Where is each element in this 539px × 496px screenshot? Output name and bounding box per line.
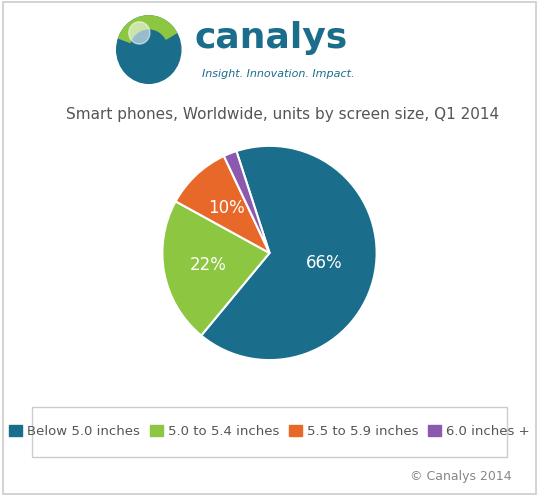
Circle shape <box>117 16 181 83</box>
Circle shape <box>129 22 150 44</box>
Text: © Canalys 2014: © Canalys 2014 <box>410 470 512 483</box>
Wedge shape <box>119 16 177 43</box>
Text: 66%: 66% <box>306 254 343 272</box>
Legend: Below 5.0 inches, 5.0 to 5.4 inches, 5.5 to 5.9 inches, 6.0 inches +: Below 5.0 inches, 5.0 to 5.4 inches, 5.5… <box>6 423 533 440</box>
Text: 22%: 22% <box>190 255 227 274</box>
Wedge shape <box>176 156 270 253</box>
Wedge shape <box>224 151 270 253</box>
Text: canalys: canalys <box>194 21 347 55</box>
Text: Insight. Innovation. Impact.: Insight. Innovation. Impact. <box>202 69 354 79</box>
Wedge shape <box>162 201 270 335</box>
Wedge shape <box>201 146 377 360</box>
Text: 10%: 10% <box>209 199 245 217</box>
Text: Smart phones, Worldwide, units by screen size, Q1 2014: Smart phones, Worldwide, units by screen… <box>66 107 499 122</box>
